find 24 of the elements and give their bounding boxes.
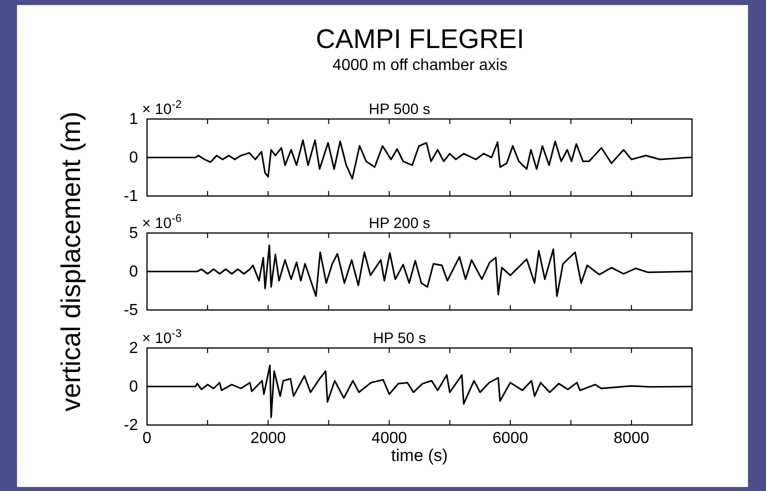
x-tick-label: 2000 bbox=[250, 430, 286, 447]
y-tick-label: -5 bbox=[124, 302, 138, 319]
text: HP 500 s bbox=[368, 101, 430, 118]
x-tick-label: 8000 bbox=[614, 430, 650, 447]
chart-title: CAMPI FLEGREI bbox=[316, 24, 524, 54]
x-tick-label: 6000 bbox=[492, 430, 528, 447]
y-tick-label: 1 bbox=[129, 111, 138, 128]
text: × 10$^{-3}$ bbox=[142, 328, 182, 347]
y-tick-label: 0 bbox=[129, 378, 138, 396]
y-axis-title: vertical displacement (m) bbox=[56, 111, 86, 412]
chart-subtitle: 4000 m off chamber axis bbox=[332, 57, 508, 74]
x-tick-label: 0 bbox=[142, 430, 152, 447]
y-tick-label: 0 bbox=[129, 264, 138, 280]
text: × 10$^{-2}$ bbox=[142, 99, 182, 118]
x-axis-title: time (s) bbox=[391, 446, 448, 465]
y-tick-label: 0 bbox=[129, 150, 138, 166]
text: HP 50 s bbox=[372, 330, 426, 347]
y-tick-label: -2 bbox=[124, 417, 138, 434]
y-tick-label: -1 bbox=[124, 188, 138, 205]
y-tick-label: 5 bbox=[129, 225, 138, 242]
y-tick-label: 2 bbox=[129, 340, 138, 357]
x-tick-label: 4000 bbox=[371, 430, 408, 447]
text: HP 200 s bbox=[368, 215, 430, 232]
text: × 10$^{-6}$ bbox=[142, 213, 182, 232]
